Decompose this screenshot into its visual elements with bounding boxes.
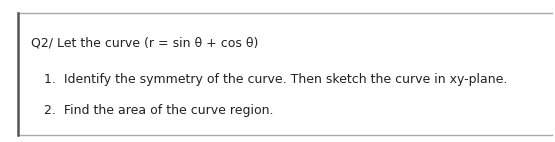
Text: Q2/ Let the curve (r = sin θ + cos θ): Q2/ Let the curve (r = sin θ + cos θ) (31, 36, 258, 49)
Text: 1.  Identify the symmetry of the curve. Then sketch the curve in xy-plane.: 1. Identify the symmetry of the curve. T… (44, 73, 508, 86)
Text: 2.  Find the area of the curve region.: 2. Find the area of the curve region. (44, 104, 274, 117)
